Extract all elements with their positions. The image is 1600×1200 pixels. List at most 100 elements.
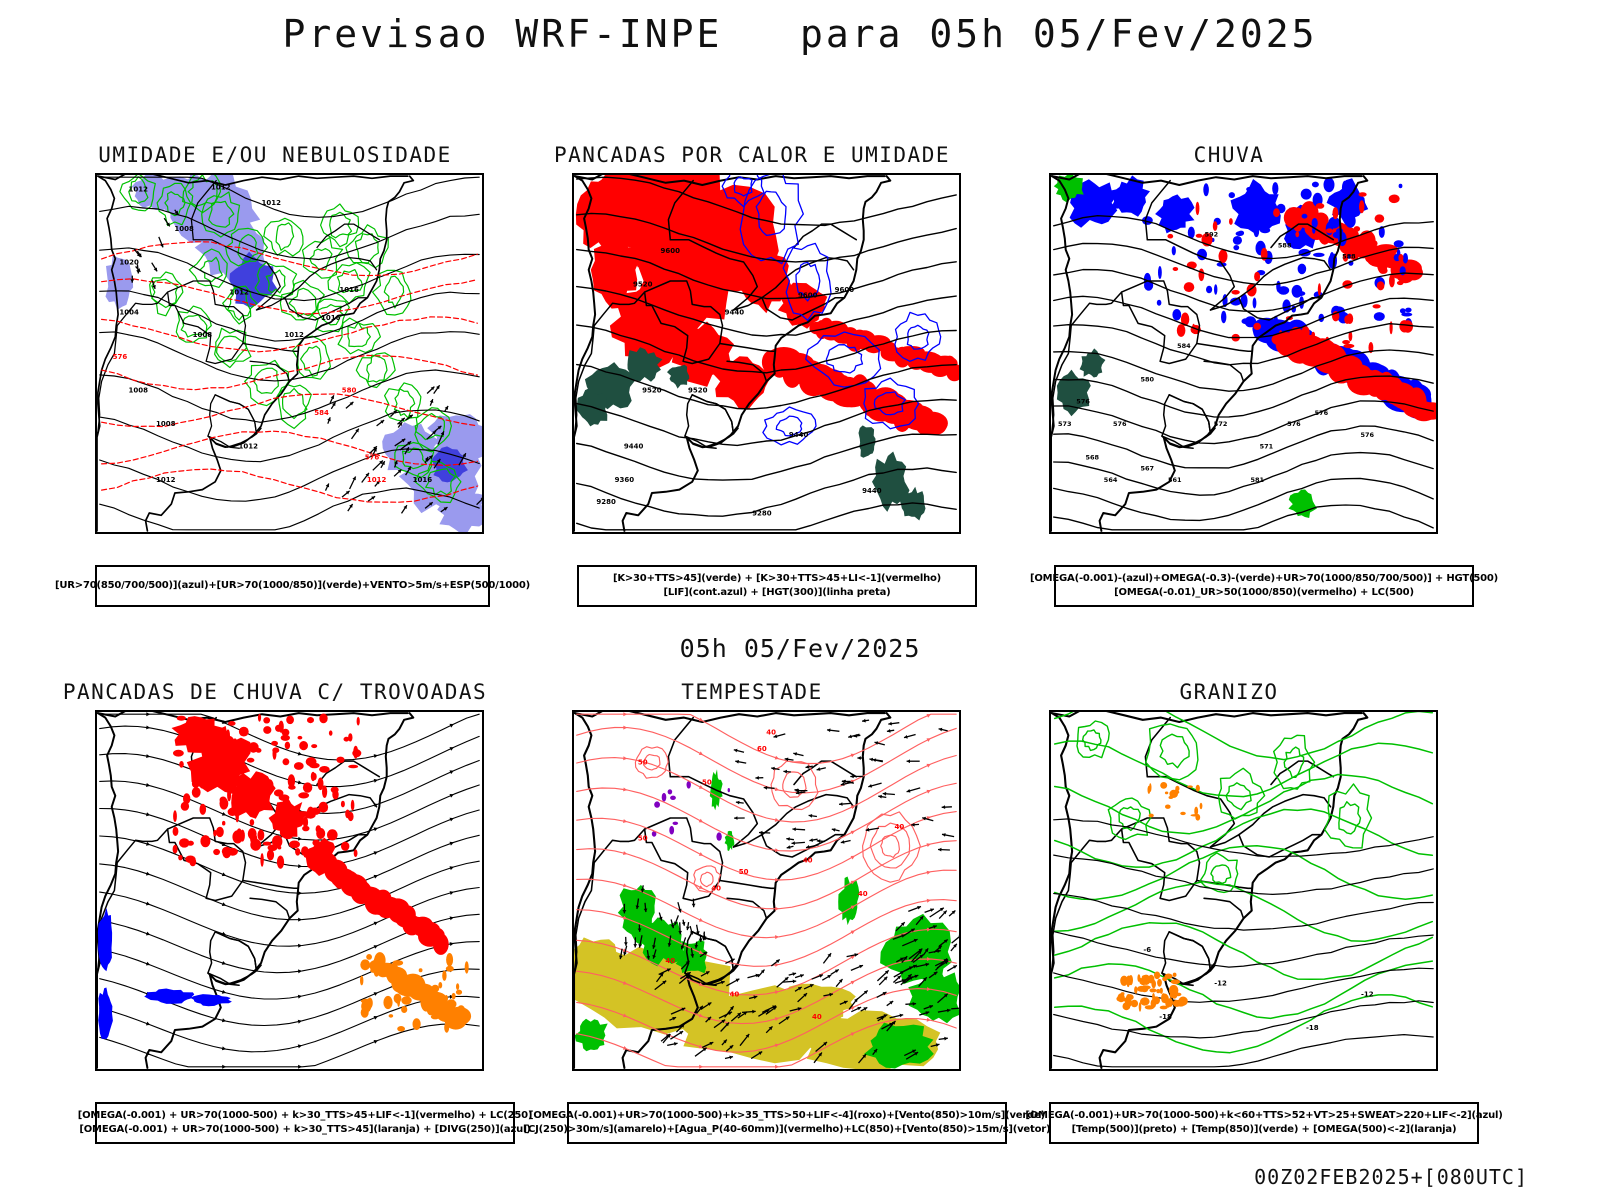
- ur-contour: [372, 269, 412, 316]
- map-frame-chuva[interactable]: 592 588 588 584 580 576 576 576 573 572 571 568 567 5…: [1049, 173, 1438, 534]
- wind-vector-head: [424, 456, 429, 461]
- map-canvas-trovoadas: [97, 712, 480, 1069]
- streamline: [576, 958, 957, 1025]
- map-frame-granizo[interactable]: -18-18-12-12-612S15S18S21S24S27S30S33S36…: [1049, 710, 1438, 1071]
- streamline-arrow: [449, 747, 454, 751]
- contour-line: [1053, 1000, 1434, 1039]
- ur-contour: [156, 182, 192, 227]
- speckle: [383, 995, 393, 1010]
- contour-label: 40: [812, 1013, 822, 1021]
- wind-vector-head: [735, 978, 740, 983]
- streamline-arrow: [221, 961, 227, 965]
- lon-tick: [1101, 532, 1102, 534]
- coastline-path: [144, 175, 415, 532]
- coastline-path: [669, 775, 759, 848]
- streamline-arrow: [623, 756, 628, 761]
- wind-vector-head: [910, 928, 915, 933]
- wind-vector-head: [624, 942, 628, 946]
- coastline-path: [97, 291, 169, 437]
- speckle: [1311, 331, 1315, 338]
- map-frame-trovoadas[interactable]: 12S15S18S21S24S27S30S33S36S39S42S70W65W6…: [95, 710, 484, 1071]
- speckle: [286, 715, 294, 725]
- streamline-arrow: [373, 803, 378, 808]
- streamline-arrow: [698, 950, 704, 954]
- streamline: [576, 869, 957, 939]
- coastline-path: [761, 296, 846, 321]
- wind-vector-head: [935, 1043, 940, 1047]
- map-frame-pancadas-calor[interactable]: 9600 9600 9520 9520 9520 9440 9440 9440 9360 9280…: [572, 173, 961, 534]
- speckle: [289, 840, 300, 849]
- temp850-cell: [1225, 782, 1252, 811]
- speckle: [1379, 267, 1388, 274]
- coastline-path: [192, 239, 281, 311]
- speckle: [238, 726, 249, 737]
- wind-vector-head: [174, 210, 179, 215]
- speckle: [1300, 188, 1312, 200]
- contour-label: 9360: [615, 476, 635, 484]
- wind-vector-head: [791, 841, 795, 845]
- temp850-cell: [1324, 783, 1373, 849]
- shaded-region: [190, 994, 232, 1007]
- speckle: [1373, 312, 1385, 321]
- ur-contour: [414, 412, 445, 441]
- streamline-arrow: [297, 751, 303, 756]
- speckle: [191, 787, 201, 798]
- contour-label: 9440: [862, 487, 882, 495]
- lon-tick: [193, 532, 194, 534]
- tempestade-purple-speckle: [651, 781, 730, 841]
- speckle: [200, 835, 211, 848]
- contour-label: 571: [1260, 442, 1274, 450]
- speckle: [273, 789, 284, 797]
- wind-vector-head: [760, 969, 765, 974]
- wind-vector-head: [925, 962, 930, 967]
- lon-tick: [377, 532, 378, 534]
- ur-contour: [265, 269, 286, 294]
- contour-labels: 592 588 588 584 580 576 576 576 573 572 571 568 567 5…: [1058, 230, 1375, 483]
- band-blob: [925, 414, 947, 435]
- shaded-region: [231, 771, 276, 819]
- legend-line: [OMEGA(-0.001)-(azul)+OMEGA(-0.3)-(verde…: [1030, 573, 1499, 584]
- lat-tick: [1049, 762, 1051, 763]
- wind-vector-head: [903, 956, 908, 960]
- speckle: [1143, 272, 1151, 287]
- wind-vector-head: [443, 507, 448, 511]
- wind-vector-head: [690, 954, 695, 958]
- wind-vector-head: [685, 974, 690, 979]
- wind-vector-head: [872, 758, 877, 762]
- legend-line: [CJ(250)>30m/s](amarelo)+[Agua_P(40-60mm…: [523, 1124, 1051, 1135]
- wind-vector-head: [685, 960, 690, 965]
- speckle: [280, 734, 290, 741]
- wind-vector-head: [699, 1005, 703, 1010]
- contour-label: -18: [1159, 1013, 1172, 1021]
- coastline-path: [1168, 394, 1216, 435]
- speckle: [318, 801, 329, 813]
- lon-tick: [808, 1069, 809, 1071]
- lif-contour: [762, 406, 817, 446]
- speckle: [1178, 996, 1188, 1006]
- wind-vector-head: [937, 949, 941, 953]
- speckle: [1187, 226, 1195, 239]
- contour-label: 9280: [596, 498, 616, 506]
- map-frame-umidade[interactable]: 1012 1012 1012 1012 1012 1008 1008 1008 1008 1020…: [95, 173, 484, 534]
- lat-tick: [95, 426, 97, 427]
- speckle: [340, 800, 345, 808]
- wind-vector-head: [941, 805, 946, 809]
- temp850-contour: [1053, 922, 1434, 980]
- streamline-arrow: [298, 943, 303, 948]
- legend-line: [OMEGA(-0.001) + UR>70(1000-500) + k>30_…: [79, 1124, 531, 1135]
- speckle: [183, 793, 191, 805]
- shaded-region: [1230, 179, 1281, 233]
- speckle: [1253, 322, 1261, 330]
- streamline-arrow: [373, 992, 378, 996]
- contour-label: -6: [1143, 946, 1151, 954]
- speckle: [431, 984, 440, 993]
- map-frame-tempestade[interactable]: 5050505040404040404040406012S15S18S21S24…: [572, 710, 961, 1071]
- coastline-path: [97, 712, 120, 1069]
- esp-contour: [100, 354, 478, 391]
- lif-contour: [755, 190, 787, 237]
- lat-tick: [1049, 326, 1051, 327]
- wind-vector-head: [857, 1006, 862, 1011]
- coastline-path: [316, 223, 380, 249]
- speckle: [319, 766, 330, 773]
- wind-vector-head: [784, 757, 789, 762]
